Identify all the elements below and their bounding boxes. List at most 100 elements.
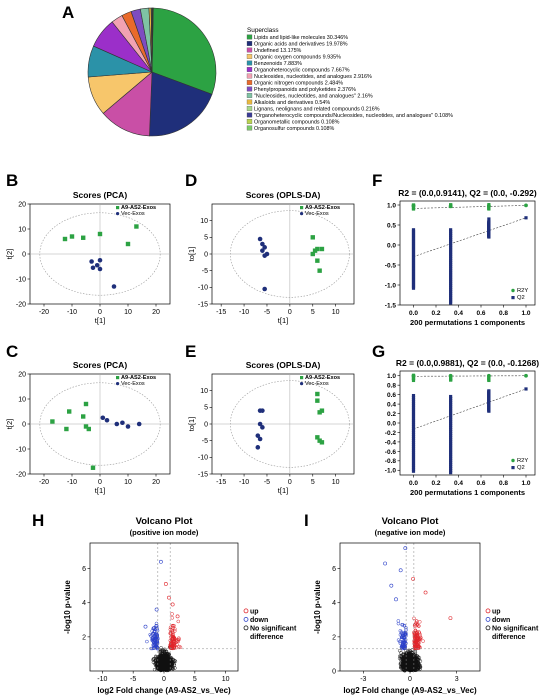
q2-permutation-point-0-8 [411, 453, 416, 457]
x-axis-label: t[1] [278, 316, 288, 325]
q2-permutation-point-2-37 [487, 220, 491, 224]
q2-permutation-point-0-27 [411, 414, 416, 418]
legend-label-1: Vec-Exos [121, 381, 145, 387]
legend-swatch-14 [246, 125, 253, 131]
q2-permutation-point-1-9 [449, 452, 453, 456]
volcano-point-sig-158 [151, 641, 156, 645]
volcano-point-sig-138 [400, 623, 405, 627]
point-0-5 [317, 438, 322, 443]
volcano-point-sig-147 [153, 635, 157, 639]
y-tick-label: -10 [16, 446, 26, 453]
q2-permutation-point-1-24 [449, 421, 453, 425]
x-tick-label: 10 [124, 309, 132, 316]
y-tick-label: 2 [332, 634, 336, 641]
y-tick-label: 0.0 [387, 420, 396, 427]
y-tick-label: -20 [16, 301, 26, 308]
legend-marker-1 [116, 382, 120, 386]
q2-permutation-point-1-7 [449, 456, 453, 460]
point-1-2 [257, 421, 263, 427]
legend-label-8: Phenylpropanoids and polyketides 2.376% [254, 87, 356, 93]
legend-label-q2: Q2 [517, 465, 525, 471]
x-axis-label: 200 permutations 1 components [410, 488, 525, 497]
q2-permutation-point-1-27 [449, 247, 453, 251]
point-0-3 [317, 410, 322, 415]
legend-swatch-1 [246, 41, 253, 46]
q2-permutation-point-0-30 [411, 408, 416, 412]
point-0-1 [69, 234, 75, 239]
legend-marker-r2y [511, 458, 515, 463]
legend-marker-0 [485, 608, 491, 614]
point-0-5 [83, 401, 89, 407]
x-tick-label: -15 [216, 479, 226, 486]
y-tick-label: 0.5 [387, 222, 396, 229]
y-axis-label: to[1] [187, 417, 196, 432]
x-tick-label: 20 [152, 309, 160, 316]
q2-permutation-point-0-12 [411, 445, 416, 449]
r2y-point-2 [486, 373, 491, 378]
volcano-point-bg-642 [413, 652, 417, 656]
legend-label-11: Lignans, neolignans and related compound… [254, 107, 380, 113]
q2-permutation-point-0-35 [411, 398, 416, 402]
volcano-point-bg-829 [415, 664, 420, 669]
volcano-point-bg-579 [414, 654, 419, 658]
point-0-2 [67, 409, 72, 414]
r2y-point-0 [411, 203, 416, 208]
volcano-point-sig-167 [396, 619, 401, 623]
x-tick-label: -20 [39, 309, 49, 316]
volcano-point-sig-125 [402, 631, 406, 635]
x-tick-label: 0.0 [409, 480, 418, 487]
q2-permutation-point-0-22 [411, 424, 416, 428]
q2-permutation-point-0-34 [411, 400, 416, 404]
point-0-4 [125, 241, 131, 247]
volcano-point-bg-894 [161, 656, 166, 660]
volcano-point-bg-869 [168, 663, 172, 667]
legend-label-r2y: R2Y [517, 288, 528, 294]
q2-permutation-point-1-25 [449, 419, 453, 423]
q2-permutation-point-0-37 [411, 393, 416, 398]
legend-label-3: difference [492, 634, 526, 641]
volcano-point-sig-177 [168, 644, 173, 649]
y-tick-label: 10 [18, 226, 26, 233]
volcano-point-sig-172 [153, 644, 158, 649]
x-axis-label: 200 permutations 1 components [410, 318, 525, 327]
x-axis-label: log2 Fold change (A9-AS2_vs_Vec) [343, 686, 477, 695]
volcano-point-bg-897 [398, 654, 402, 658]
q2-permutation-point-1-32 [449, 405, 453, 409]
volcano-notable-point-3 [154, 607, 159, 612]
volcano-point-sig-151 [401, 635, 406, 640]
y-axis-label: -log10 p-value [313, 580, 322, 634]
q2-permutation-point-1-17 [449, 266, 453, 270]
volcano-point-bg-881 [168, 666, 173, 671]
volcano-point-sig-114 [403, 630, 408, 635]
y-tick-label: 6 [332, 566, 336, 573]
point-1-3 [260, 425, 265, 430]
point-1-0 [257, 236, 263, 242]
volcano-point-bg-860 [409, 650, 414, 654]
volcano-notable-point-5 [143, 624, 148, 629]
volcano-point-sig-142 [399, 630, 404, 634]
panel-letter-a: A [62, 3, 74, 22]
point-0-5 [134, 224, 139, 229]
y-tick-label: 1.0 [387, 373, 396, 380]
volcano-point-bg-817 [171, 667, 175, 671]
q2-permutation-point-1-18 [449, 264, 453, 268]
point-1-0 [100, 415, 106, 421]
volcano-notable-point-1 [163, 582, 168, 586]
r2y-permutation-point-2-5 [487, 206, 491, 210]
chart-subtitle: (positive ion mode) [130, 528, 199, 537]
legend-marker-q2 [511, 466, 515, 470]
r2y-regression-line [413, 205, 527, 209]
panel-c-pca-scores: -20 -10 0 10 20 -20 -10 0 10 20 Scores (PCA) t[1] t[… [5, 360, 171, 495]
y-tick-label: 2 [82, 634, 86, 641]
panel-letter-f: F [372, 171, 382, 190]
q2-permutation-point-1-12 [449, 276, 453, 280]
volcano-point-sig-172 [418, 645, 422, 650]
q2-permutation-point-2-37 [487, 389, 491, 393]
legend-marker-2 [243, 625, 249, 631]
y-tick-label: 20 [18, 201, 26, 208]
panel-i-volcano-negative: -3 0 3 0 2 4 6 Volcano Plot(negative ion mode) l… [313, 516, 539, 695]
legend-label-0: A9-AS2-Exos [121, 205, 156, 211]
legend-label-4: Benzenoids 7.883% [254, 61, 302, 67]
legend-marker-r2y [511, 288, 515, 293]
x-tick-label: 3 [455, 676, 459, 683]
